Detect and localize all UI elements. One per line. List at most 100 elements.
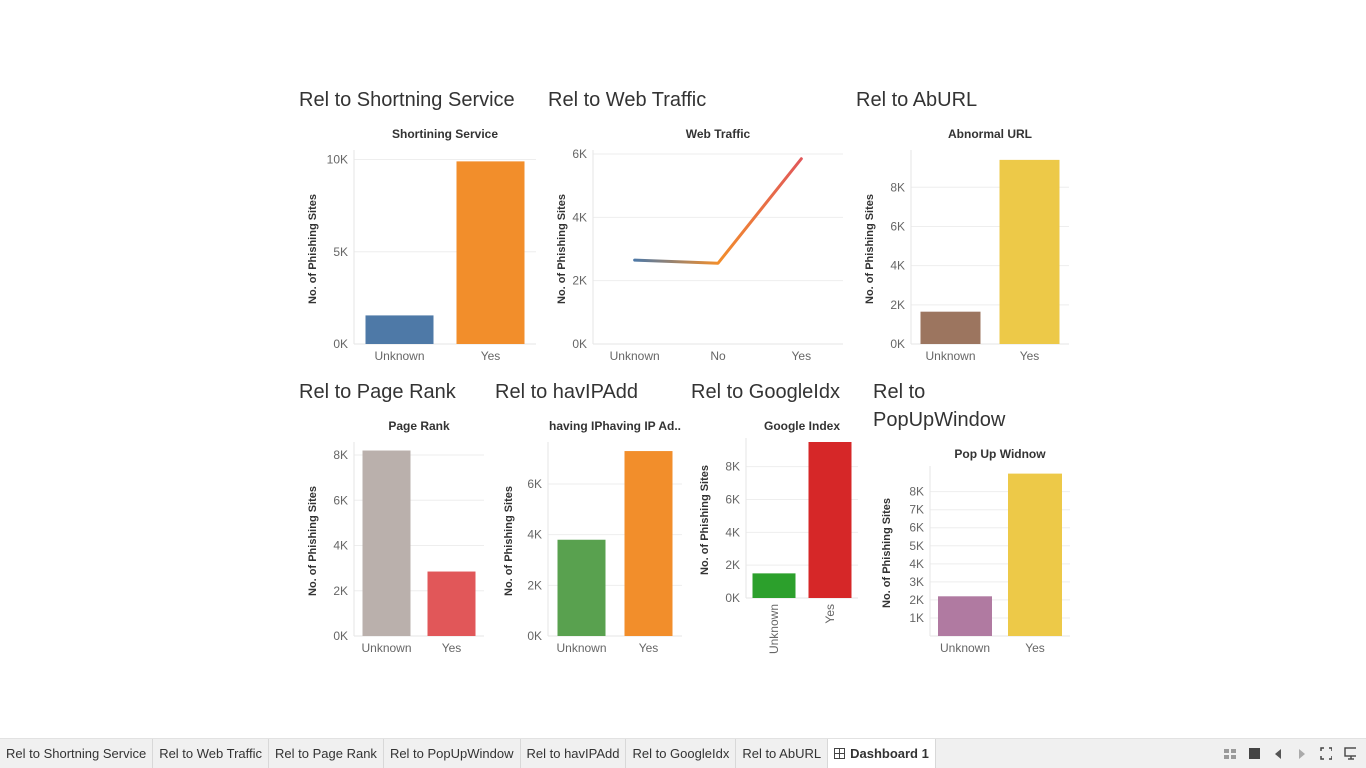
aburl-y-tick-label: 0K bbox=[890, 337, 905, 351]
tab-rel-to-popupwindow[interactable]: Rel to PopUpWindow bbox=[384, 739, 521, 768]
popup-x-tick-label: Unknown bbox=[940, 641, 990, 655]
googleidx-y-tick-label: 8K bbox=[725, 460, 740, 474]
havipadd-y-tick-label: 0K bbox=[527, 629, 542, 643]
aburl-chart-title: Abnormal URL bbox=[948, 127, 1032, 141]
pagerank-y-tick-label: 8K bbox=[333, 448, 348, 462]
sheet-tab-bar: Rel to Shortning Service Rel to Web Traf… bbox=[0, 738, 1366, 768]
googleidx-y-axis-label: No. of Phishing Sites bbox=[699, 465, 711, 575]
havipadd-y-axis-label: No. of Phishing Sites bbox=[503, 486, 515, 596]
chart-pop-up-window[interactable]: Pop Up Widnow No. of Phishing Sites 1K 2K 3K… bbox=[874, 444, 1074, 662]
chart-google-index[interactable]: Google Index No. of Phishing Sites 0K 2K 4K 6… bbox=[692, 416, 862, 662]
pagerank-y-tick-label: 6K bbox=[333, 493, 348, 507]
havipadd-x-tick-label: Unknown bbox=[556, 641, 606, 655]
pagerank-x-tick-label: Yes bbox=[442, 641, 462, 655]
presentation-mode-icon[interactable] bbox=[1344, 747, 1356, 760]
chart-abnormal-url[interactable]: Abnormal URL No. of Phishing Sites 0K 2K 4K 6… bbox=[857, 124, 1073, 370]
googleidx-x-tick-label: Yes bbox=[823, 604, 837, 624]
sheet-title-googleidx: Rel to GoogleIdx bbox=[691, 381, 840, 403]
tab-rel-to-havipadd[interactable]: Rel to havIPAdd bbox=[521, 739, 627, 768]
chart-shortening-service[interactable]: Shortining Service No. of Phishing Sites 0… bbox=[300, 124, 540, 370]
sheet-title-popup-line1: Rel to bbox=[873, 381, 926, 403]
pagerank-x-tick-label: Unknown bbox=[361, 641, 411, 655]
aburl-y-axis-label: No. of Phishing Sites bbox=[864, 194, 876, 304]
sheet-title-webtraffic: Rel to Web Traffic bbox=[548, 89, 707, 111]
tab-label: Rel to Page Rank bbox=[275, 746, 377, 761]
chart-web-traffic[interactable]: Web Traffic No. of Phishing Sites 0K 2K 4K 6K… bbox=[549, 124, 847, 370]
webtraffic-y-axis-label: No. of Phishing Sites bbox=[556, 194, 568, 304]
previous-tab-icon[interactable] bbox=[1272, 748, 1284, 760]
tab-rel-to-page-rank[interactable]: Rel to Page Rank bbox=[269, 739, 384, 768]
googleidx-y-tick-label: 6K bbox=[725, 492, 740, 506]
shortening-y-tick-label: 10K bbox=[327, 153, 348, 167]
shortening-y-axis-label: No. of Phishing Sites bbox=[307, 194, 319, 304]
tab-rel-to-googleidx[interactable]: Rel to GoogleIdx bbox=[626, 739, 737, 768]
aburl-bar-yes bbox=[999, 159, 1060, 344]
fullscreen-icon[interactable] bbox=[1320, 747, 1332, 760]
sheet-title-popup-line2: PopUpWindow bbox=[873, 409, 1006, 431]
filmstrip-icon[interactable] bbox=[1248, 748, 1260, 760]
googleidx-bar-unknown bbox=[752, 573, 796, 598]
tab-label: Rel to Shortning Service bbox=[6, 746, 147, 761]
popup-bar-yes bbox=[1008, 473, 1062, 636]
sheet-sorter-icon[interactable] bbox=[1224, 748, 1236, 760]
tab-label: Rel to GoogleIdx bbox=[632, 746, 730, 761]
tab-rel-to-web-traffic[interactable]: Rel to Web Traffic bbox=[153, 739, 270, 768]
chart-having-ip-address[interactable]: having IPhaving IP Ad.. No. of Phishing S… bbox=[496, 416, 686, 662]
popup-y-axis-label: No. of Phishing Sites bbox=[881, 498, 893, 608]
shortening-y-tick-label: 0K bbox=[333, 337, 348, 351]
pagerank-bar-unknown bbox=[362, 450, 411, 636]
tab-rel-to-aburl[interactable]: Rel to AbURL bbox=[736, 739, 829, 768]
pagerank-y-axis-label: No. of Phishing Sites bbox=[307, 486, 319, 596]
shortening-chart-title: Shortining Service bbox=[392, 127, 498, 141]
shortening-x-tick-label: Yes bbox=[481, 349, 501, 363]
aburl-x-tick-label: Yes bbox=[1020, 349, 1040, 363]
havipadd-bar-yes bbox=[624, 451, 673, 636]
aburl-y-tick-label: 6K bbox=[890, 219, 905, 233]
webtraffic-x-tick-label: No bbox=[710, 349, 726, 363]
tab-label: Rel to PopUpWindow bbox=[389, 746, 514, 761]
tab-tools bbox=[1224, 739, 1366, 768]
webtraffic-y-tick-label: 4K bbox=[572, 210, 587, 224]
webtraffic-x-tick-label: Yes bbox=[792, 349, 812, 363]
popup-y-tick-label: 8K bbox=[909, 485, 924, 499]
popup-y-tick-label: 2K bbox=[909, 593, 924, 607]
sheet-title-havipadd: Rel to havIPAdd bbox=[495, 381, 639, 403]
aburl-bar-unknown bbox=[920, 311, 981, 344]
tab-label: Rel to Web Traffic bbox=[159, 746, 263, 761]
aburl-x-tick-label: Unknown bbox=[925, 349, 975, 363]
popup-y-tick-label: 1K bbox=[909, 611, 924, 625]
sheet-title-pagerank: Rel to Page Rank bbox=[299, 381, 456, 403]
tab-label: Rel to AbURL bbox=[742, 746, 822, 761]
havipadd-chart-title: having IPhaving IP Ad.. bbox=[549, 419, 681, 433]
tab-label: Rel to havIPAdd bbox=[526, 746, 620, 761]
pagerank-y-tick-label: 0K bbox=[333, 629, 348, 643]
aburl-y-tick-label: 8K bbox=[890, 180, 905, 194]
aburl-y-tick-label: 4K bbox=[890, 259, 905, 273]
popup-y-tick-label: 6K bbox=[909, 521, 924, 535]
sheet-title-shortening: Rel to Shortning Service bbox=[299, 89, 515, 111]
pagerank-y-tick-label: 4K bbox=[333, 539, 348, 553]
popup-y-tick-label: 4K bbox=[909, 557, 924, 571]
pagerank-y-tick-label: 2K bbox=[333, 584, 348, 598]
havipadd-y-tick-label: 4K bbox=[527, 528, 542, 542]
webtraffic-chart-title: Web Traffic bbox=[686, 127, 751, 141]
webtraffic-x-tick-label: Unknown bbox=[610, 349, 660, 363]
shortening-bar-yes bbox=[456, 161, 525, 344]
shortening-bar-unknown bbox=[365, 315, 434, 344]
havipadd-bar-unknown bbox=[557, 539, 606, 636]
tab-dashboard-1[interactable]: Dashboard 1 bbox=[828, 739, 936, 768]
popup-y-tick-label: 7K bbox=[909, 503, 924, 517]
tab-rel-to-shortning-service[interactable]: Rel to Shortning Service bbox=[0, 739, 154, 768]
chart-page-rank[interactable]: Page Rank No. of Phishing Sites 0K 2K 4K 6K 8K… bbox=[300, 416, 488, 662]
havipadd-x-tick-label: Yes bbox=[639, 641, 659, 655]
pagerank-chart-title: Page Rank bbox=[388, 419, 450, 433]
next-tab-icon[interactable] bbox=[1296, 748, 1308, 760]
googleidx-x-tick-label: Unknown bbox=[767, 604, 781, 654]
googleidx-y-tick-label: 0K bbox=[725, 591, 740, 605]
aburl-y-tick-label: 2K bbox=[890, 298, 905, 312]
sheet-title-aburl: Rel to AbURL bbox=[856, 89, 978, 111]
webtraffic-y-tick-label: 2K bbox=[572, 274, 587, 288]
popup-y-tick-label: 5K bbox=[909, 539, 924, 553]
googleidx-y-tick-label: 4K bbox=[725, 525, 740, 539]
dashboard-grid-icon bbox=[834, 748, 846, 759]
